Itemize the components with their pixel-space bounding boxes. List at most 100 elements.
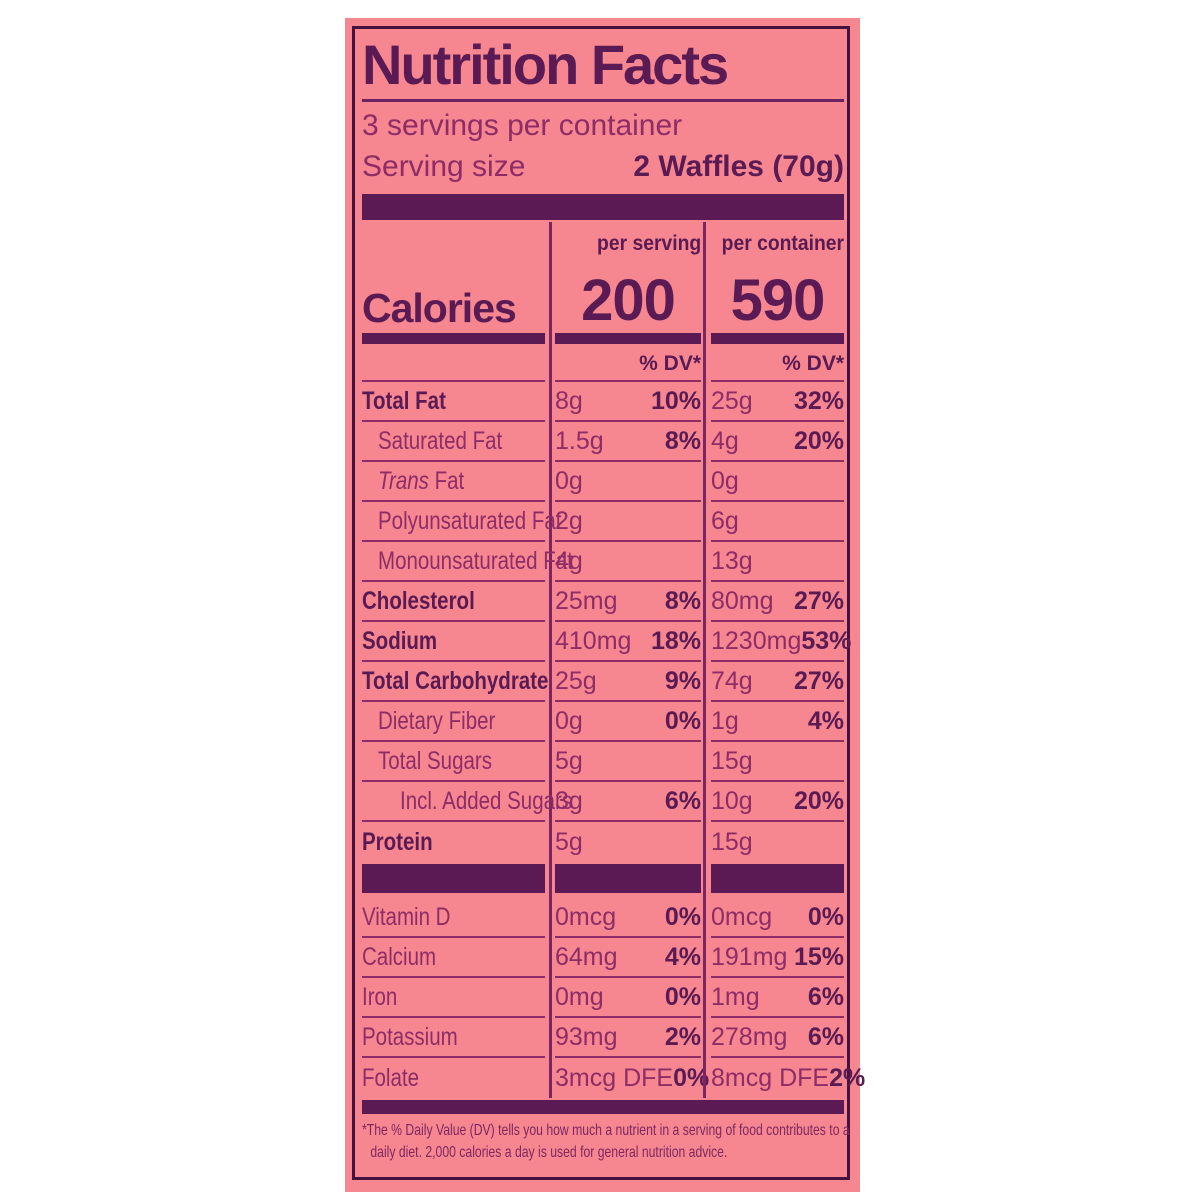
- nutrition-facts-panel: Nutrition Facts 3 servings per container…: [345, 18, 865, 1192]
- columns-area: per serving per container Calories 200 5…: [362, 220, 865, 1098]
- per-container-dv: 27%: [793, 586, 844, 615]
- table-row: Polyunsaturated Fat 2g 6g: [362, 502, 844, 542]
- per-serving-values: 8g 10%: [555, 382, 701, 422]
- table-row: Calcium 64mg 4% 191mg 15%: [362, 938, 844, 978]
- per-container-values: 4g 20%: [711, 422, 844, 462]
- per-container-values: 15g: [711, 822, 844, 862]
- per-container-amount: 1230mg: [711, 626, 802, 655]
- per-serving-dv: 6%: [664, 786, 701, 815]
- per-serving-amount: 5g: [555, 746, 583, 775]
- per-serving-values: 1.5g 8%: [555, 422, 701, 462]
- per-container-amount: 6g: [711, 506, 739, 535]
- per-serving-amount: 0g: [555, 466, 583, 495]
- per-container-amount: 25g: [711, 386, 753, 415]
- per-container-amount: 191mg: [711, 942, 788, 971]
- table-row: Cholesterol 25mg 8% 80mg 27%: [362, 582, 844, 622]
- per-serving-dv: 18%: [650, 626, 701, 655]
- per-container-dv: 6%: [807, 982, 844, 1011]
- table-row: Total Fat 8g 10% 25g 32%: [362, 382, 844, 422]
- nutrient-name: Calcium: [362, 938, 545, 978]
- title-rule: [362, 99, 844, 102]
- per-container-amount: 0g: [711, 466, 739, 495]
- table-row: Total Sugars 5g 15g: [362, 742, 844, 782]
- nutrient-name: Dietary Fiber: [362, 702, 545, 742]
- table-row: Dietary Fiber 0g 0% 1g 4%: [362, 702, 844, 742]
- dv-header-serving: % DV*: [639, 352, 701, 375]
- servings-per-container: 3 servings per container: [362, 109, 683, 142]
- per-container-dv: 4%: [807, 706, 844, 735]
- nutrient-name: Total Fat: [362, 382, 545, 422]
- per-container-amount: 74g: [711, 666, 753, 695]
- column-divider: [549, 222, 552, 1098]
- per-container-amount: 8mcg DFE: [711, 1063, 830, 1092]
- nutrition-facts-title: Nutrition Facts: [362, 33, 729, 96]
- per-container-dv: 6%: [807, 1022, 844, 1051]
- serving-size-label: Serving size: [362, 150, 526, 183]
- per-serving-amount: 4g: [555, 546, 583, 575]
- per-container-amount: 4g: [711, 426, 739, 455]
- panel-content: Nutrition Facts 3 servings per container…: [362, 32, 865, 1164]
- per-serving-amount: 5g: [555, 827, 583, 856]
- per-container-dv: 0%: [807, 902, 844, 931]
- per-container-amount: 278mg: [711, 1022, 788, 1051]
- per-container-amount: 15g: [711, 746, 753, 775]
- calories-underline-bars: [362, 333, 844, 346]
- nutrient-name: Sodium: [362, 622, 545, 662]
- per-serving-values: 2g: [555, 502, 701, 542]
- per-container-values: 13g: [711, 542, 844, 582]
- per-container-amount: 13g: [711, 546, 753, 575]
- per-container-amount: 15g: [711, 827, 753, 856]
- per-container-dv: 27%: [793, 666, 844, 695]
- nutrient-name: Potassium: [362, 1018, 545, 1058]
- per-container-values: 0mcg 0%: [711, 898, 844, 938]
- per-serving-values: 0g 0%: [555, 702, 701, 742]
- per-container-dv: 2%: [829, 1063, 866, 1092]
- serving-size-row: Serving size 2 Waffles (70g): [362, 146, 844, 187]
- per-container-values: 278mg 6%: [711, 1018, 844, 1058]
- column-divider: [703, 222, 706, 1098]
- table-row: Incl. Added Sugars 3g 6% 10g 20%: [362, 782, 844, 822]
- table-row: Trans Fat 0g 0g: [362, 462, 844, 502]
- nutrient-name: Protein: [362, 827, 433, 856]
- per-container-values: 74g 27%: [711, 662, 844, 702]
- nutrient-name: Vitamin D: [362, 898, 545, 938]
- per-container-values: 1230mg 53%: [711, 622, 851, 662]
- nutrient-name: Trans Fat: [362, 462, 545, 502]
- per-serving-dv: 0%: [664, 706, 701, 735]
- per-serving-values: 0mg 0%: [555, 978, 701, 1018]
- per-container-values: 191mg 15%: [711, 938, 844, 978]
- per-container-values: 6g: [711, 502, 844, 542]
- footnote: *The % Daily Value (DV) tells you how mu…: [362, 1120, 850, 1164]
- nutrient-table: Total Fat 8g 10% 25g 32% Saturated Fat 1.5…: [362, 382, 851, 862]
- per-container-dv: 32%: [793, 386, 844, 415]
- per-container-amount: 1g: [711, 706, 739, 735]
- per-serving-amount: 25mg: [555, 586, 618, 615]
- per-serving-header: per serving: [596, 232, 701, 255]
- nutrient-name: Folate: [362, 1063, 419, 1092]
- calories-per-serving: 200: [581, 268, 676, 333]
- header-separator-bar: [362, 194, 844, 220]
- per-container-dv: 15%: [793, 942, 844, 971]
- per-serving-amount: 0g: [555, 706, 583, 735]
- table-row: Total Carbohydrate 25g 9% 74g 27%: [362, 662, 844, 702]
- per-serving-amount: 0mg: [555, 982, 604, 1011]
- per-serving-amount: 2g: [555, 506, 583, 535]
- per-serving-amount: 3mcg DFE: [555, 1063, 674, 1092]
- micronutrient-table: Vitamin D 0mcg 0% 0mcg 0% Calcium 64mg 4% 1…: [362, 898, 865, 1098]
- table-row: Sodium 410mg 18% 1230mg 53%: [362, 622, 851, 662]
- per-serving-amount: 3g: [555, 786, 583, 815]
- per-container-values: 1g 4%: [711, 702, 844, 742]
- per-serving-values: 25mg 8%: [555, 582, 701, 622]
- per-container-amount: 1mg: [711, 982, 760, 1011]
- per-serving-values: 25g 9%: [555, 662, 701, 702]
- per-serving-dv: 9%: [664, 666, 701, 695]
- nutrient-name: Saturated Fat: [362, 422, 545, 462]
- per-container-values: 10g 20%: [711, 782, 844, 822]
- per-serving-dv: 4%: [664, 942, 701, 971]
- per-container-dv: 20%: [793, 786, 844, 815]
- per-serving-dv: 0%: [664, 982, 701, 1011]
- nutrient-name: Incl. Added Sugars: [362, 782, 572, 822]
- dv-header-row: % DV* % DV*: [362, 346, 844, 382]
- footnote-separator-bar: [362, 1100, 844, 1114]
- footnote-text: *The % Daily Value (DV) tells you how mu…: [362, 1122, 850, 1161]
